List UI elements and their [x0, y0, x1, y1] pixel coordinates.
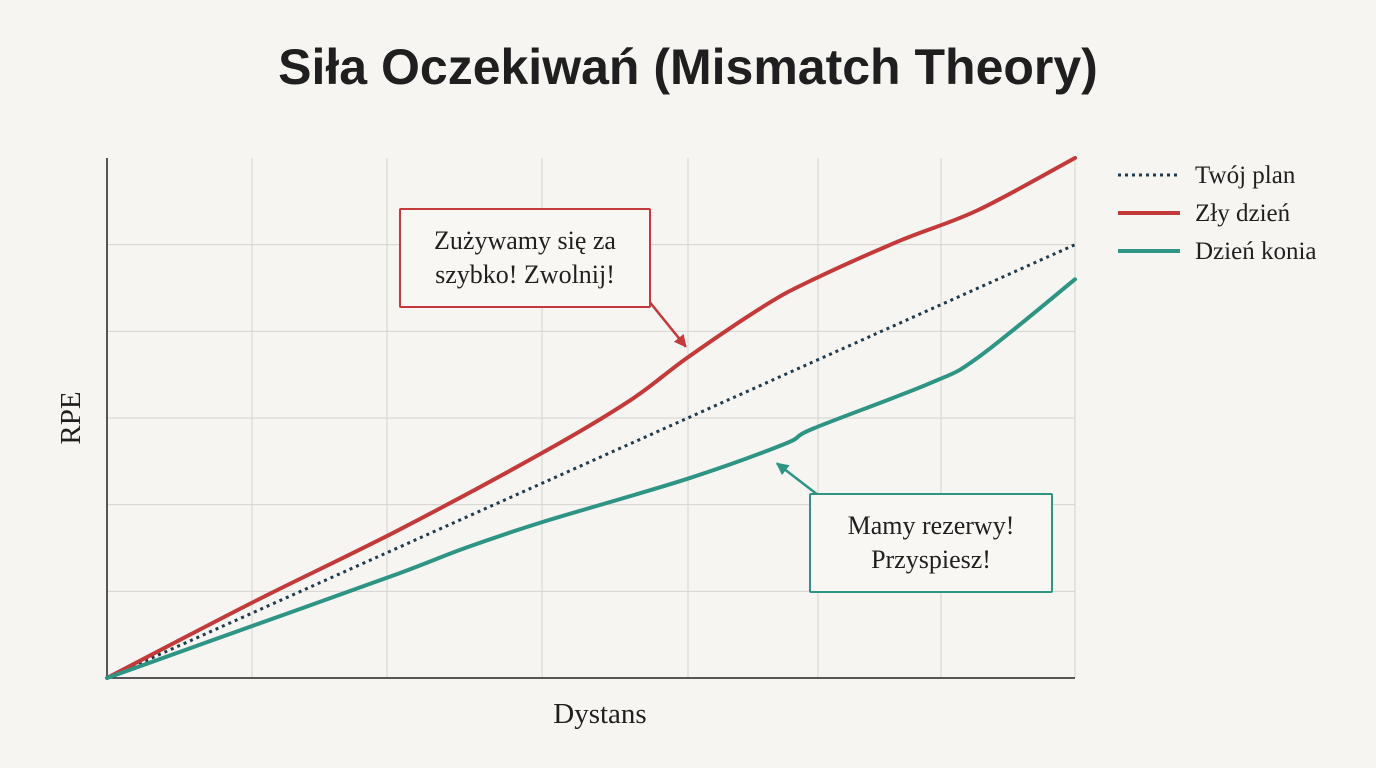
annotation-good-day: Mamy rezerwy! Przyspiesz!: [809, 493, 1053, 593]
y-axis-label: RPE: [55, 391, 87, 444]
series-group: [105, 156, 1077, 680]
axes: [106, 158, 1075, 679]
chart-title: Siła Oczekiwań (Mismatch Theory): [278, 39, 1098, 95]
series-line-2: [105, 277, 1077, 680]
legend-label-2: Dzień konia: [1195, 238, 1316, 265]
series-line-1: [105, 156, 1077, 680]
annotation-arrow-good: [775, 462, 819, 496]
annotation-bad-day: Zużywamy się za szybko! Zwolnij!: [399, 208, 651, 308]
x-axis-label: Dystans: [553, 698, 646, 730]
legend-label-0: Twój plan: [1195, 162, 1296, 189]
legend-label-1: Zły dzień: [1195, 200, 1291, 227]
legend: Twój plan Zły dzień Dzień konia: [1118, 162, 1316, 265]
